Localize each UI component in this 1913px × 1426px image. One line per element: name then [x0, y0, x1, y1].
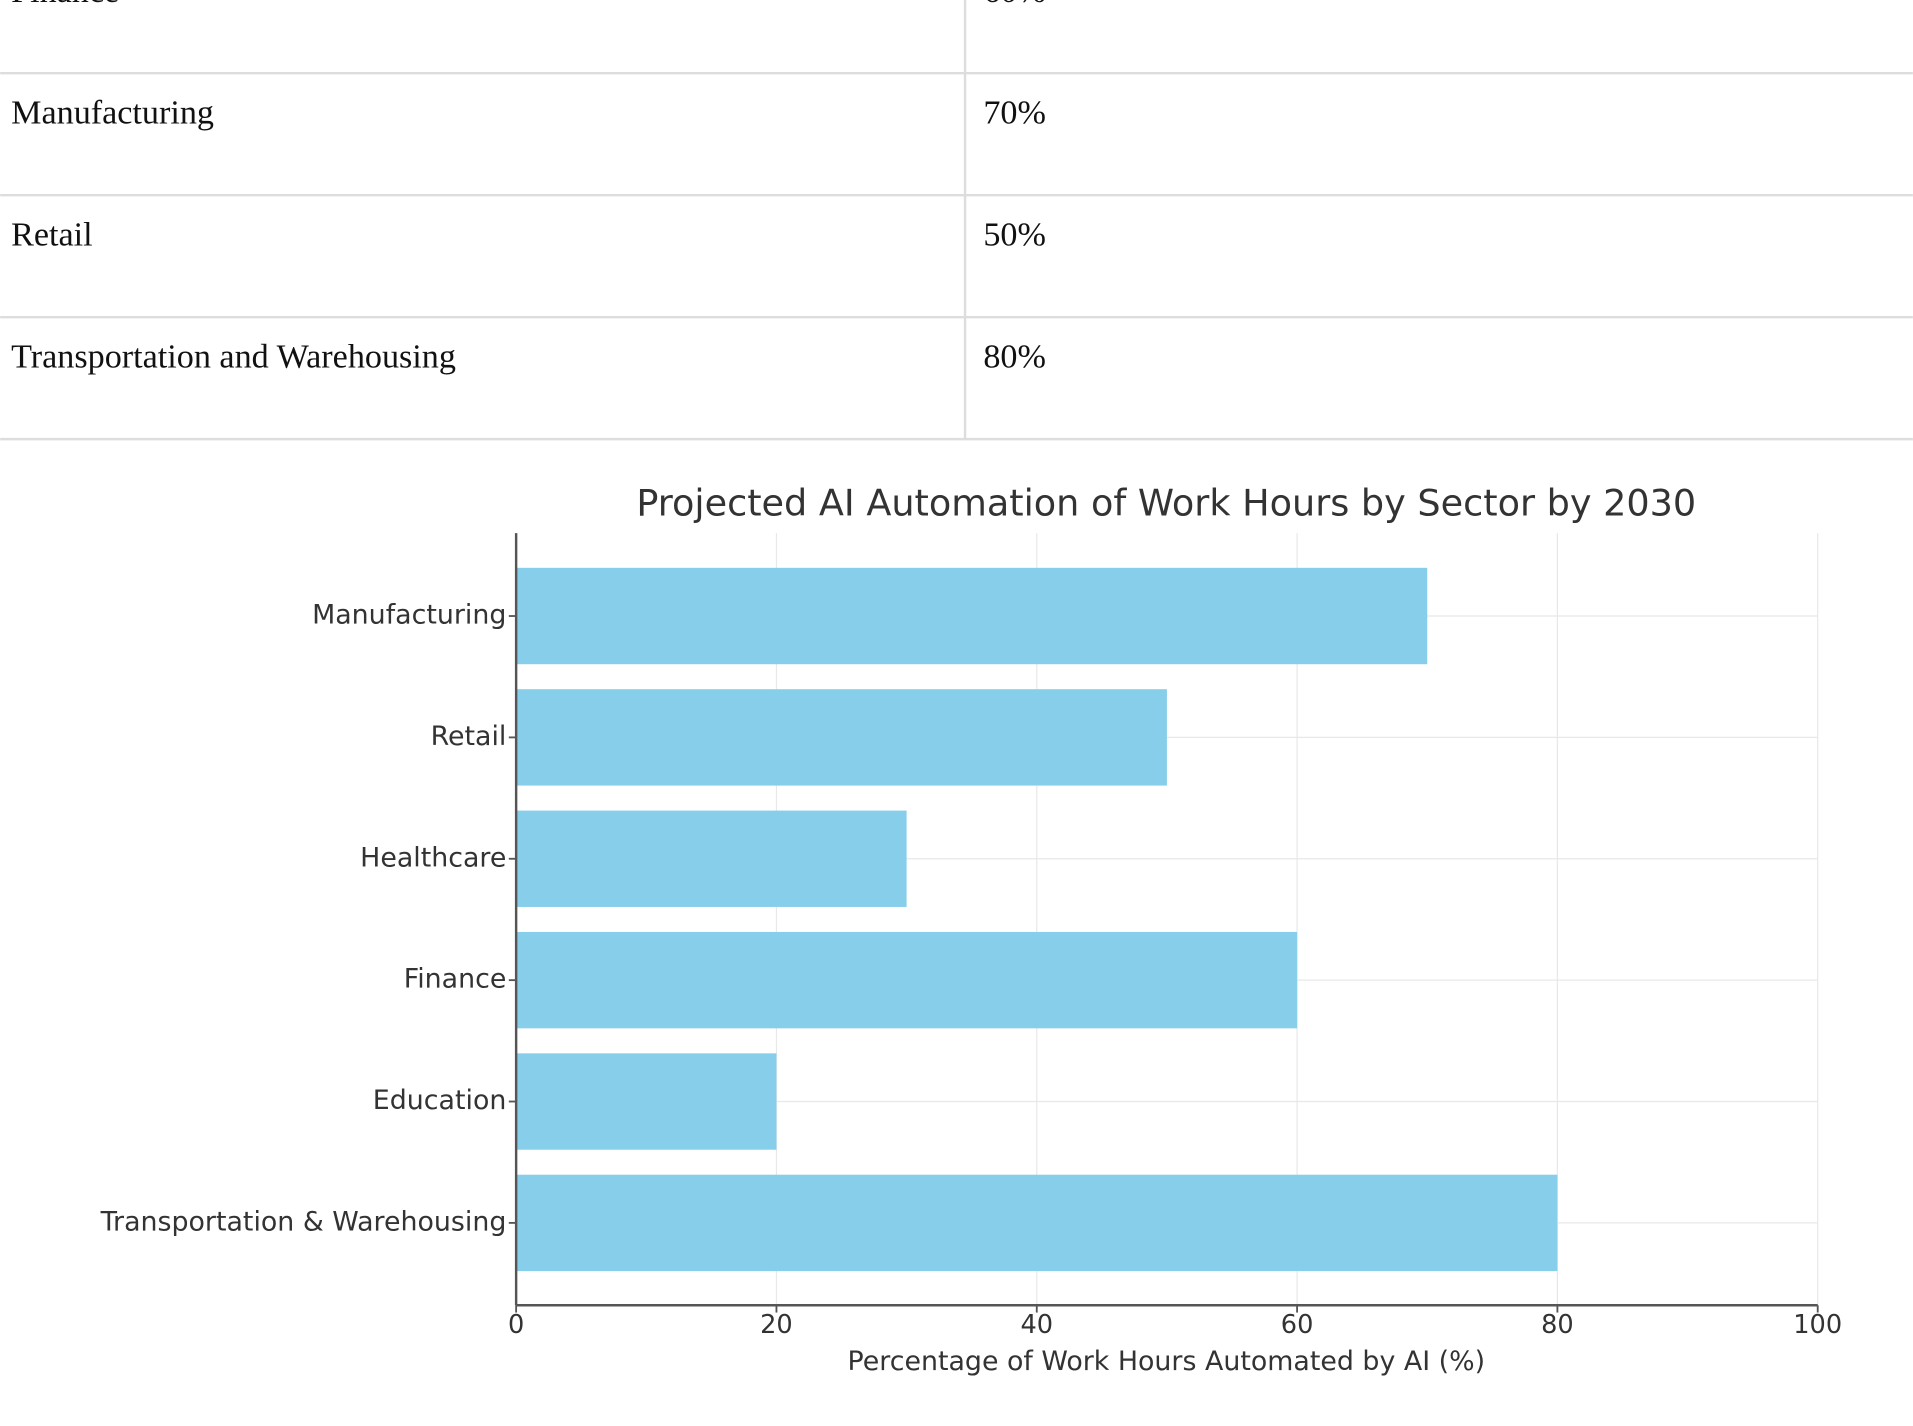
bar	[516, 1174, 1558, 1272]
chart-title: Projected AI Automation of Work Hours by…	[636, 482, 1696, 525]
y-tick-label: Finance	[404, 964, 507, 995]
bar	[516, 810, 907, 907]
bar	[516, 931, 1298, 1029]
cell: 80%	[983, 339, 1046, 376]
x-tick-label: 0	[508, 1310, 524, 1340]
chart: Projected AI Automation of Work Hours by…	[100, 482, 1843, 1378]
cell: Transportation and Warehousing	[11, 339, 456, 376]
bar	[516, 567, 1428, 665]
y-tick-label: Retail	[431, 721, 507, 752]
cell: Retail	[11, 217, 93, 254]
x-tick-label: 60	[1281, 1310, 1314, 1340]
bar	[516, 1053, 777, 1150]
cell: 70%	[983, 95, 1046, 132]
x-tick-label: 40	[1020, 1310, 1053, 1340]
y-tick-label: Transportation & Warehousing	[100, 1206, 507, 1237]
y-tick-label: Education	[373, 1085, 507, 1116]
x-axis-label: Percentage of Work Hours Automated by AI…	[848, 1346, 1486, 1377]
cell: Manufacturing	[11, 95, 214, 132]
x-tick-label: 20	[760, 1310, 793, 1340]
x-tick-label: 80	[1541, 1310, 1574, 1340]
y-tick-label: Manufacturing	[312, 600, 506, 631]
cell: 60%	[983, 0, 1046, 10]
bar	[516, 689, 1167, 786]
cell: 50%	[983, 217, 1046, 254]
cell: Finance	[11, 0, 119, 10]
table: Finance 60% Manufacturing 70% Retail 50% Trans…	[0, 0, 1913, 441]
x-tick-label: 100	[1793, 1310, 1842, 1340]
y-tick-label: Healthcare	[360, 842, 506, 873]
